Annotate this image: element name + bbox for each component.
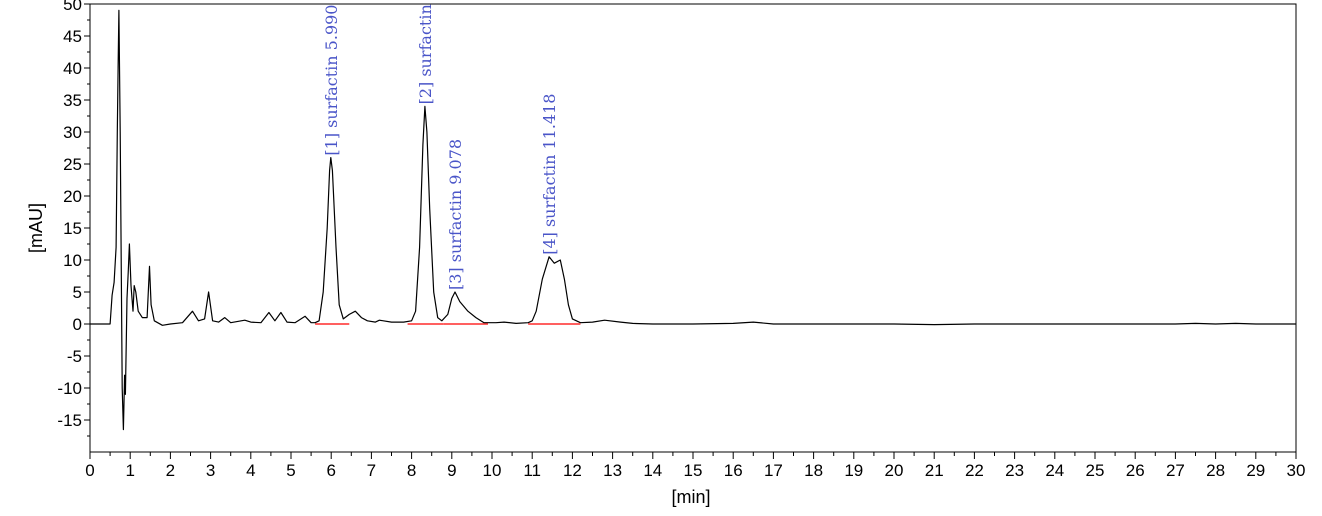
x-tick-label: 24	[1045, 461, 1064, 480]
x-tick-label: 15	[684, 461, 703, 480]
y-tick-label: 25	[63, 155, 82, 174]
peak-label-3: [3] surfactin 9.078	[446, 139, 465, 290]
x-tick-label: 27	[1166, 461, 1185, 480]
x-tick-label: 19	[844, 461, 863, 480]
x-tick-label: 7	[367, 461, 376, 480]
x-axis-label: [min]	[671, 487, 710, 507]
x-tick-label: 6	[326, 461, 335, 480]
y-tick-label: 0	[73, 315, 82, 334]
y-tick-label: 50	[63, 0, 82, 14]
y-tick-label: -15	[57, 411, 82, 430]
y-axis: -15 -10 -5 0 5 10 15 20 25 30 35 40 45 50	[57, 0, 90, 437]
y-tick-label: 45	[63, 27, 82, 46]
x-tick-label: 29	[1246, 461, 1265, 480]
y-tick-label: 10	[63, 251, 82, 270]
x-tick-label: 16	[724, 461, 743, 480]
y-tick-label: 35	[63, 91, 82, 110]
y-tick-label: 40	[63, 59, 82, 78]
x-tick-label: 3	[206, 461, 215, 480]
x-tick-label: 11	[523, 461, 541, 480]
y-tick-label: -5	[67, 347, 82, 366]
peak-label-1: [1] surfactin 5.990	[322, 5, 341, 156]
plot-frame	[89, 3, 1297, 453]
y-tick-label: 20	[63, 187, 82, 206]
x-axis: 0 1 2 3 4 5 6 7 8 9 10 11 12 13 14 15 16 17 18 19 20 21 22 23 24…	[85, 452, 1305, 480]
y-tick-label: 15	[63, 219, 82, 238]
x-tick-label: 26	[1126, 461, 1145, 480]
x-tick-label: 2	[166, 461, 175, 480]
peak-labels: [1] surfactin 5.990 [2] surfactin 8.328 [3…	[322, 0, 559, 290]
x-tick-label: 12	[563, 461, 582, 480]
y-axis-label: [mAU]	[26, 203, 46, 253]
y-tick-label: 5	[73, 283, 82, 302]
x-tick-label: 30	[1287, 461, 1306, 480]
x-tick-label: 9	[447, 461, 456, 480]
x-tick-label: 21	[925, 461, 944, 480]
x-tick-label: 8	[407, 461, 416, 480]
x-tick-label: 17	[764, 461, 783, 480]
y-tick-label: -10	[57, 379, 82, 398]
peak-label-4: [4] surfactin 11.418	[540, 94, 559, 255]
peak-label-2: [2] surfactin 8.328	[416, 0, 435, 104]
x-tick-label: 25	[1086, 461, 1105, 480]
x-tick-label: 18	[804, 461, 823, 480]
chromatogram-trace	[90, 9, 1296, 431]
x-tick-label: 5	[286, 461, 295, 480]
x-tick-label: 28	[1206, 461, 1225, 480]
x-tick-label: 0	[85, 461, 94, 480]
x-tick-label: 20	[885, 461, 904, 480]
x-tick-label: 22	[965, 461, 984, 480]
x-tick-label: 1	[125, 461, 134, 480]
x-tick-label: 4	[246, 461, 255, 480]
y-tick-label: 30	[63, 123, 82, 142]
x-tick-label: 13	[603, 461, 622, 480]
x-tick-label: 14	[643, 461, 662, 480]
x-tick-label: 23	[1005, 461, 1024, 480]
x-tick-label: 10	[483, 461, 502, 480]
